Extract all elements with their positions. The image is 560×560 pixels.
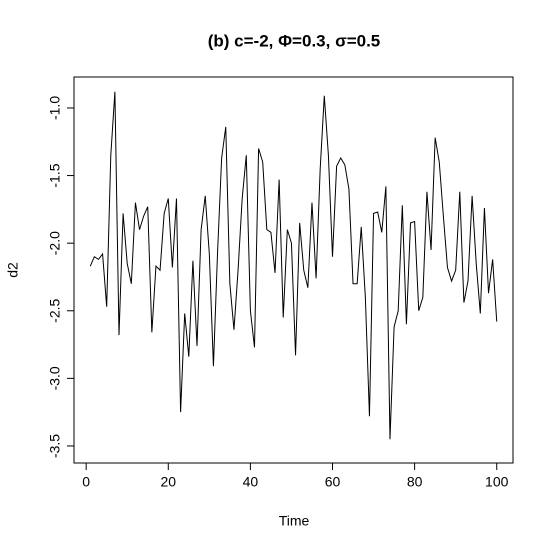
y-tick-label: -2.5	[47, 298, 63, 322]
x-tick-label: 100	[485, 474, 509, 490]
chart-title: (b) c=-2, Φ=0.3, σ=0.5	[208, 31, 381, 50]
x-axis-label: Time	[279, 513, 310, 529]
y-tick-label: -3.0	[47, 366, 63, 390]
x-tick-label: 60	[325, 474, 341, 490]
x-tick-label: 40	[243, 474, 259, 490]
y-tick-label: -1.5	[47, 163, 63, 187]
x-tick-label: 80	[407, 474, 423, 490]
series-line	[89, 91, 498, 440]
plot-box	[73, 76, 514, 464]
y-tick-label: -3.5	[47, 434, 63, 458]
y-axis-label: d2	[5, 262, 21, 278]
y-tick-label: -2.0	[47, 231, 63, 255]
x-tick-label: 20	[160, 474, 176, 490]
x-tick-label: 0	[82, 474, 90, 490]
y-tick-label: -1.0	[47, 96, 63, 120]
